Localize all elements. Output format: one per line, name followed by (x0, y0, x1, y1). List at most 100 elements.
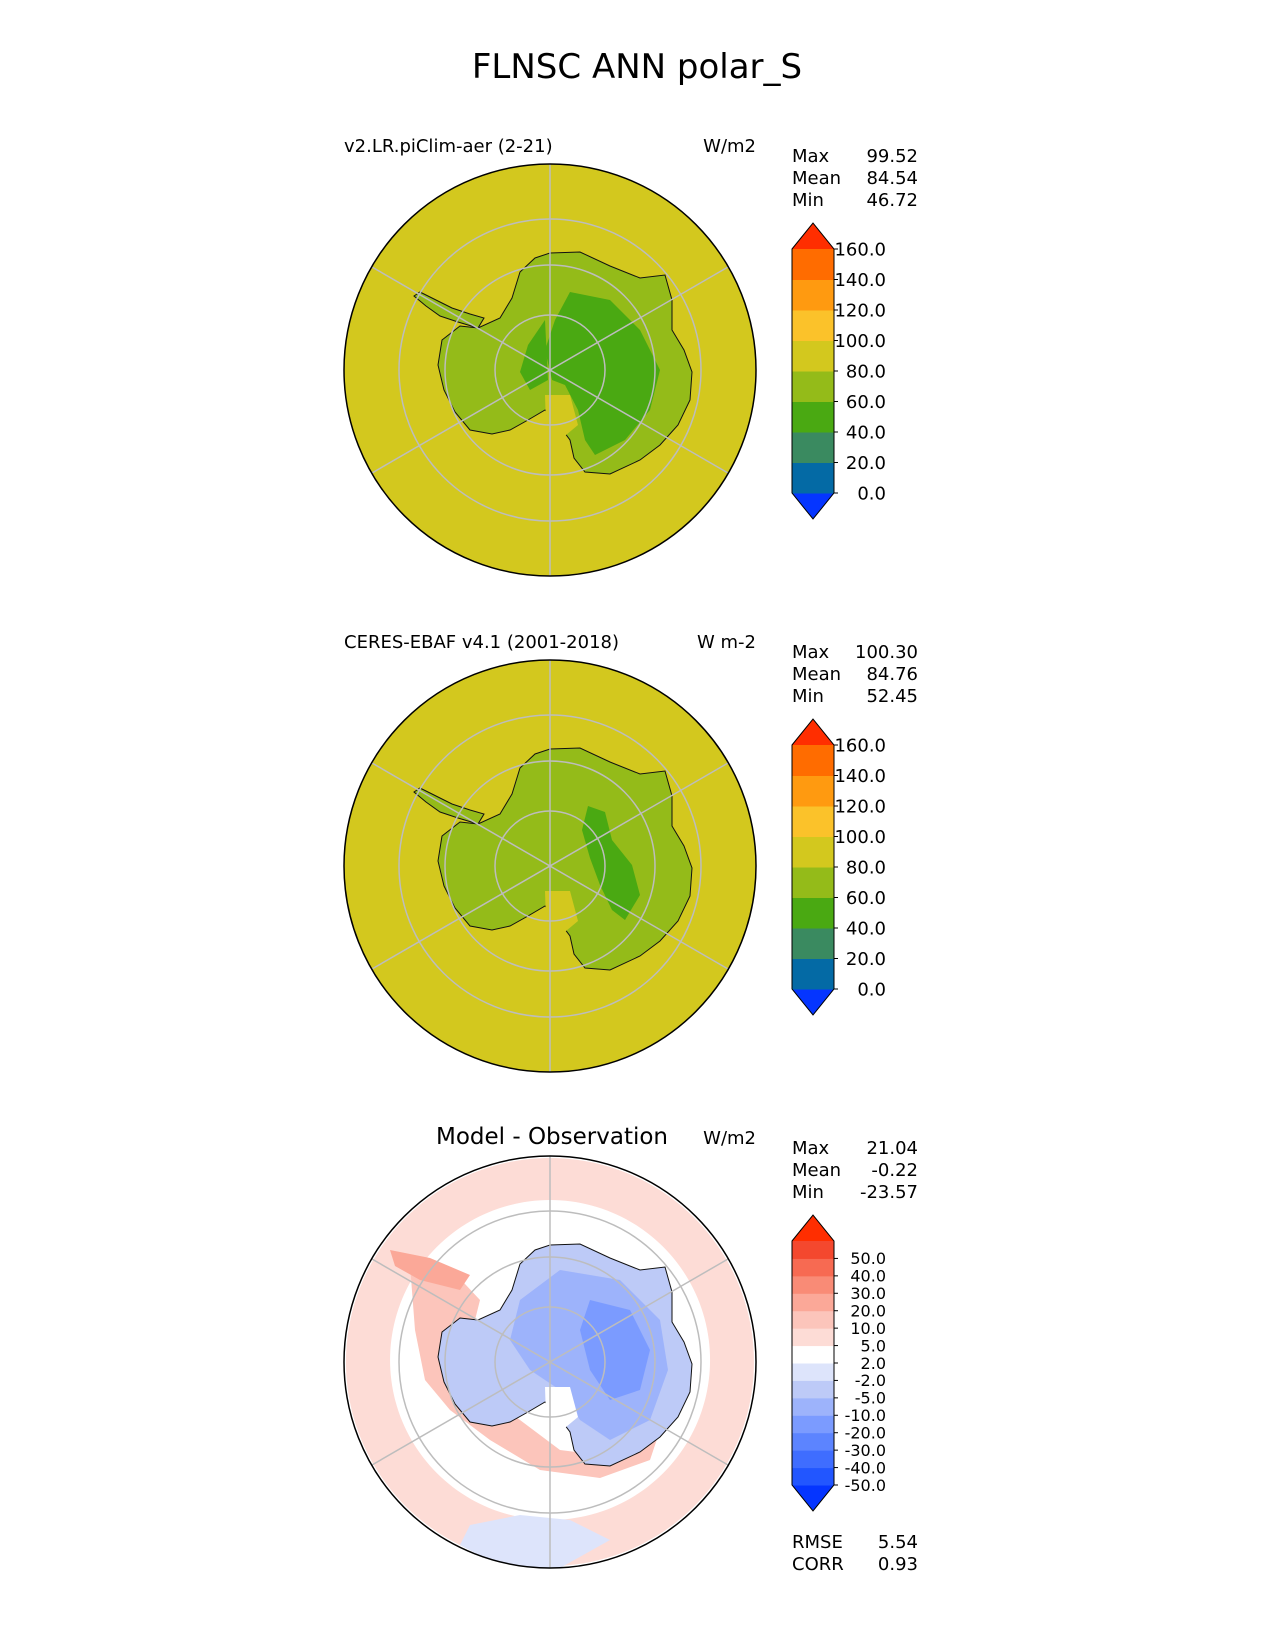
stat-mean-value: -0.22 (871, 1160, 918, 1181)
polar-map-model (344, 164, 756, 576)
stat-mean-label: Mean (792, 664, 841, 685)
map-boundary (343, 659, 757, 1073)
colorbar-abs-1: 0.0 20.0 40.0 60.0 80.0 100.0 120.0 140.0 160.0 (791, 222, 886, 520)
colorbar-extend-min (792, 989, 834, 1015)
colorbar-tick-label: 140.0 (834, 766, 886, 787)
colorbar-bin (792, 1467, 834, 1486)
colorbar-tick-label: 100.0 (834, 827, 886, 848)
colorbar-bin (792, 1345, 834, 1364)
stat-min-value: 52.45 (866, 686, 918, 707)
stat-max-value: 99.52 (866, 146, 918, 167)
colorbar-bin (792, 1310, 834, 1329)
colorbar-bin (792, 1258, 834, 1277)
stat-min-label: Min (792, 686, 824, 707)
panel-model-stats: Max 99.52 Mean 84.54 Min 46.72 (792, 146, 918, 211)
colorbar-tick-label: 0.0 (857, 979, 886, 1000)
colorbar-bin (792, 1328, 834, 1347)
colorbar-bin (792, 806, 834, 837)
stat-min-value: 46.72 (866, 190, 918, 211)
interior-negative-strong (580, 1300, 650, 1400)
ross-ice-shelf (545, 395, 578, 440)
polar-grid (371, 660, 729, 1072)
colorbar-tick-label: -10.0 (845, 1406, 886, 1425)
stat-max-label: Max (792, 1138, 830, 1159)
interior-low-field (582, 806, 640, 920)
colorbar-tick-label: 60.0 (846, 888, 886, 909)
colorbar-tick-label: 30.0 (850, 1284, 886, 1303)
stat-max-label: Max (792, 642, 830, 663)
panel-model-left-title: v2.LR.piClim-aer (2-21) (344, 136, 553, 157)
colorbar-tick-label: 20.0 (846, 949, 886, 970)
colorbar-tick-label: 0.0 (857, 483, 886, 504)
colorbar-tick-label: 60.0 (846, 392, 886, 413)
stat-max-value: 100.30 (855, 642, 918, 663)
colorbar-bin (792, 897, 834, 929)
colorbar-tick-label: 2.0 (861, 1354, 886, 1373)
ross-ice-shelf (545, 891, 578, 936)
colorbar-bin (792, 310, 834, 341)
colorbar-tick-label: 40.0 (846, 422, 886, 443)
colorbar-bin (792, 1415, 834, 1434)
colorbar-tick-label: -5.0 (855, 1389, 886, 1408)
colorbar-bin (792, 775, 834, 807)
colorbar-tick-label: 80.0 (846, 857, 886, 878)
panel-diff-metrics: RMSE 5.54 CORR 0.93 (792, 1532, 918, 1575)
colorbar-tick-label: 80.0 (846, 361, 886, 382)
stat-mean-value: 84.54 (866, 168, 918, 189)
colorbar-tick-label: 120.0 (834, 300, 886, 321)
colorbar-bin (792, 836, 834, 868)
colorbar-tick-label: 120.0 (834, 796, 886, 817)
polar-map-difference (344, 1156, 756, 1568)
colorbar-abs-2: 0.0 20.0 40.0 60.0 80.0 100.0 120.0 140.0 160.0 (791, 718, 886, 1016)
colorbar-tick-label: 50.0 (850, 1249, 886, 1268)
polar-grid (371, 164, 729, 576)
stat-min-label: Min (792, 1182, 824, 1203)
colorbar-bin (792, 1275, 834, 1294)
colorbar-tick-label: 20.0 (850, 1301, 886, 1320)
metric-corr-value: 0.93 (878, 1554, 918, 1575)
colorbar-tick-label: -2.0 (855, 1371, 886, 1390)
colorbar-tick-label: 100.0 (834, 331, 886, 352)
colorbar-bin (792, 462, 834, 494)
colorbar-tick-label: -20.0 (845, 1423, 886, 1442)
colorbar-bin (792, 1380, 834, 1399)
colorbar-bin (792, 279, 834, 311)
colorbar-bin (792, 249, 834, 280)
colorbar-bin (792, 1397, 834, 1416)
colorbar-bin (792, 745, 834, 776)
panel-observation: CERES-EBAF v4.1 (2001-2018) W m-2 Max 10… (343, 632, 918, 1073)
stat-mean-label: Mean (792, 1160, 841, 1181)
colorbar-extend-max (792, 223, 834, 249)
colorbar-tick-label: 5.0 (861, 1336, 886, 1355)
colorbar-tick-label: -40.0 (845, 1458, 886, 1477)
colorbar-bin (792, 1293, 834, 1312)
colorbar-tick-label: -50.0 (845, 1476, 886, 1495)
colorbar-tick-label: 140.0 (834, 270, 886, 291)
colorbar-bin (792, 401, 834, 433)
colorbar-bin (792, 432, 834, 463)
colorbar-extend-min (792, 493, 834, 519)
colorbar-bin (792, 1432, 834, 1451)
map-boundary (343, 1155, 757, 1569)
colorbar-tick-label: 160.0 (834, 239, 886, 260)
colorbar-tick-label: 40.0 (846, 918, 886, 939)
panel-obs-left-title: CERES-EBAF v4.1 (2001-2018) (344, 632, 619, 653)
colorbar-tick-label: 10.0 (850, 1319, 886, 1338)
colorbar-extend-max (792, 719, 834, 745)
stat-max-label: Max (792, 146, 830, 167)
panel-obs-stats: Max 100.30 Mean 84.76 Min 52.45 (792, 642, 918, 707)
panel-diff-title: Model - Observation (436, 1124, 668, 1150)
metric-corr-label: CORR (792, 1554, 844, 1575)
colorbar-diff: -50.0-40.0-30.0-20.0-10.0-5.0-2.02.05.01… (791, 1214, 886, 1512)
polar-map-observation (344, 660, 756, 1072)
colorbar-bin (792, 867, 834, 898)
colorbar-bin (792, 958, 834, 990)
colorbar-tick-label: 160.0 (834, 735, 886, 756)
colorbar-bin (792, 1450, 834, 1469)
stat-min-label: Min (792, 190, 824, 211)
stat-min-value: -23.57 (860, 1182, 918, 1203)
ross-sea-white (545, 1387, 578, 1432)
panel-diff-units: W/m2 (703, 1128, 756, 1149)
panel-obs-units: W m-2 (697, 632, 756, 653)
